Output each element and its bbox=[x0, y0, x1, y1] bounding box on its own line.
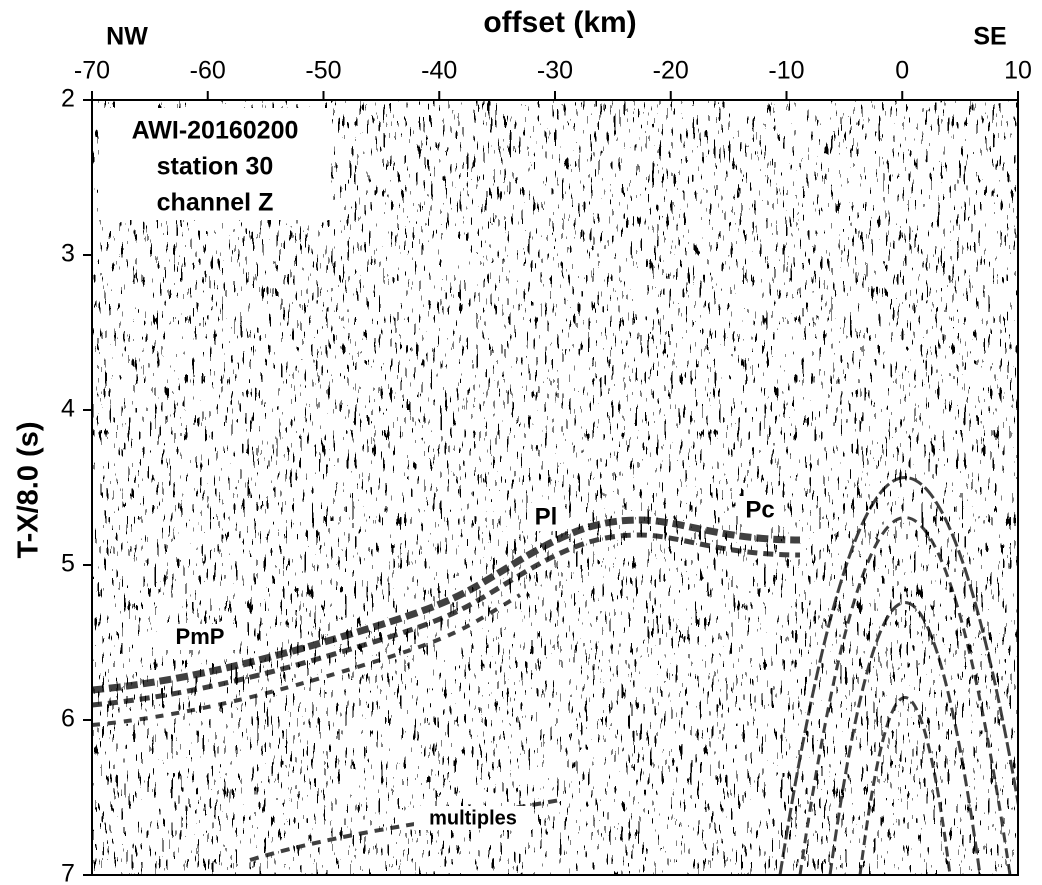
x-tick-label: -20 bbox=[653, 57, 689, 85]
annotation: multiples bbox=[429, 807, 517, 829]
x-tick-label: -50 bbox=[305, 57, 341, 85]
annotation: Pl bbox=[535, 503, 558, 530]
annotation: PmP bbox=[176, 624, 225, 649]
y-tick-label: 3 bbox=[61, 240, 75, 268]
side-label: SE bbox=[973, 23, 1006, 51]
y-axis-title: T-X/8.0 (s) bbox=[13, 422, 45, 559]
annotation-box bbox=[164, 624, 236, 650]
info-line: station 30 bbox=[157, 153, 274, 181]
y-tick-label: 2 bbox=[61, 85, 75, 113]
y-tick-label: 6 bbox=[61, 705, 75, 733]
y-tick-label: 5 bbox=[61, 550, 75, 578]
arrivals bbox=[92, 476, 1018, 875]
x-tick-label: 10 bbox=[1004, 57, 1032, 85]
annotation: Pc bbox=[745, 496, 774, 523]
info-line: AWI-20160200 bbox=[132, 117, 299, 145]
x-tick-label: -30 bbox=[537, 57, 573, 85]
x-axis-title: offset (km) bbox=[483, 6, 636, 39]
x-tick-label: -60 bbox=[190, 57, 226, 85]
traces bbox=[92, 100, 1018, 875]
y-tick-label: 4 bbox=[61, 395, 75, 423]
info-line: channel Z bbox=[157, 189, 274, 217]
x-tick-label: -40 bbox=[421, 57, 457, 85]
annotation-box bbox=[738, 496, 782, 524]
x-tick-label: 0 bbox=[895, 57, 909, 85]
record-section bbox=[92, 100, 1018, 875]
info-box bbox=[99, 108, 331, 220]
x-tick-label: -10 bbox=[768, 57, 804, 85]
side-label: NW bbox=[106, 23, 148, 51]
y-tick-label: 7 bbox=[61, 860, 75, 885]
annotation-box bbox=[414, 806, 532, 830]
annotation-box bbox=[527, 503, 565, 531]
x-tick-label: -70 bbox=[74, 57, 110, 85]
